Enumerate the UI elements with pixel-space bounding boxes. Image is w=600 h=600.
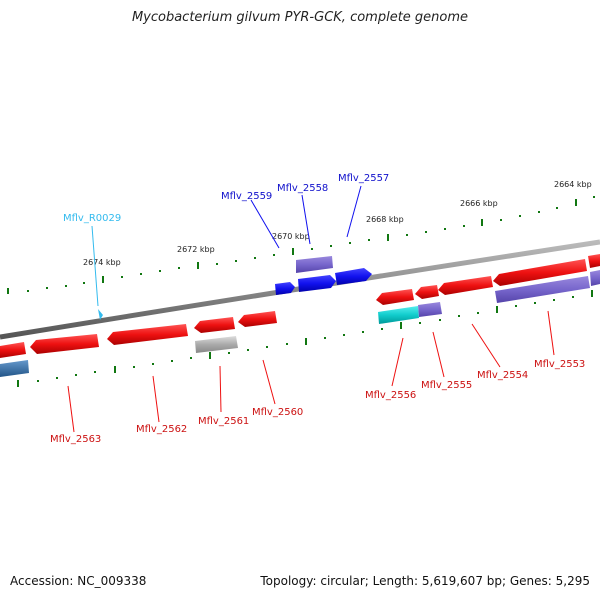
gene-mflv-r0029[interactable] [98, 309, 103, 320]
gene-label-mflv-2562: Mflv_2562 [136, 424, 187, 435]
gene-mflv-2556[interactable] [376, 289, 414, 305]
gene-mflv-2563[interactable] [30, 334, 99, 354]
gene-left-edge[interactable] [0, 342, 26, 358]
map-title: Mycobacterium gilvum PYR-GCK, complete g… [131, 10, 469, 25]
inner-scale-ticks [17, 290, 593, 387]
gene-label-mflv-2558: Mflv_2558 [277, 183, 328, 194]
scale-label-2674: 2674 kbp [83, 258, 121, 267]
gene-left-edge-steel[interactable] [0, 360, 29, 377]
gene-label-mflv-r0029: Mflv_R0029 [63, 213, 121, 224]
gene-label-mflv-2556: Mflv_2556 [365, 390, 416, 401]
gene-mflv-2554[interactable] [438, 276, 493, 295]
gene-mflv-2555[interactable] [415, 285, 439, 299]
gene-right-edge-purple[interactable] [590, 270, 600, 286]
gene-label-mflv-2554: Mflv_2554 [477, 370, 528, 381]
gene-mflv-2556-cyan[interactable] [378, 306, 419, 324]
gene-mflv-2557[interactable] [335, 268, 372, 285]
scale-label-2668: 2668 kbp [366, 215, 404, 224]
genome-summary-text: Topology: circular; Length: 5,619,607 bp… [260, 574, 590, 588]
outer-scale-ticks [7, 196, 595, 294]
gene-mflv-2558-upper[interactable] [296, 256, 333, 273]
gene-label-mflv-2560: Mflv_2560 [252, 407, 303, 418]
gene-mflv-2558[interactable] [298, 275, 336, 292]
scale-label-2664: 2664 kbp [554, 180, 592, 189]
gene-right-edge[interactable] [588, 254, 600, 268]
label-connectors [67, 185, 555, 433]
scale-label-2672: 2672 kbp [177, 245, 215, 254]
gene-label-mflv-2561: Mflv_2561 [198, 416, 249, 427]
gene-mflv-2555-purple[interactable] [418, 302, 442, 317]
gene-mflv-2553-purple[interactable] [495, 276, 590, 303]
gene-mflv-2553[interactable] [493, 259, 587, 286]
gene-label-mflv-2555: Mflv_2555 [421, 380, 472, 391]
gene-mflv-2561[interactable] [194, 317, 235, 333]
scale-label-2670: 2670 kbp [272, 232, 310, 241]
gene-label-mflv-2557: Mflv_2557 [338, 173, 389, 184]
accession-text: Accession: NC_009338 [10, 574, 147, 588]
gene-label-mflv-2553: Mflv_2553 [534, 359, 585, 370]
gene-mflv-2561-grey[interactable] [195, 336, 238, 353]
scale-label-2666: 2666 kbp [460, 199, 498, 208]
gene-label-mflv-2559: Mflv_2559 [221, 191, 272, 202]
gene-mflv-2559[interactable] [275, 282, 295, 295]
gene-mflv-2562[interactable] [107, 324, 188, 345]
gene-label-mflv-2563: Mflv_2563 [50, 434, 101, 445]
gene-mflv-2560[interactable] [238, 311, 277, 327]
